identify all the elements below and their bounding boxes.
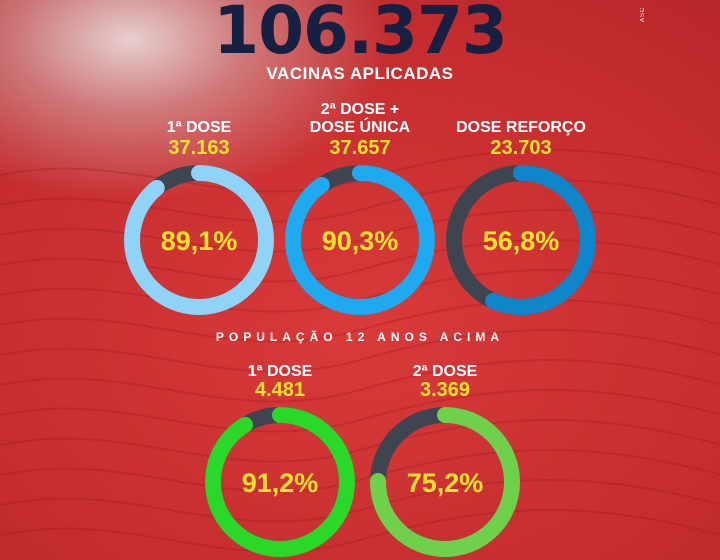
chart-2-label-line-2: DOSE ÚNICA: [309, 119, 411, 136]
chart-1-value: 37.163: [168, 137, 230, 159]
chart-3-value: 23.703: [490, 137, 552, 159]
donut-3-percent: 56,8%: [483, 226, 560, 256]
chart-5-label: 2ª DOSE: [412, 363, 478, 380]
chart-2-label-line-1: 2ª DOSE +: [320, 101, 400, 118]
donut-5-percent: 75,2%: [407, 468, 484, 498]
total-vaccines-number: 106.373: [213, 0, 508, 69]
donut-3-arc: [446, 165, 596, 315]
chart-3-label: DOSE REFORÇO: [456, 119, 586, 136]
donut-5-arc: [370, 407, 520, 557]
donut-2-arc: [285, 165, 435, 315]
chart-4-label: 1ª DOSE: [247, 363, 313, 380]
total-vaccines-label: VACINAS APLICADAS: [266, 64, 454, 83]
section-title-12-plus: POPULAÇÃO 12 ANOS ACIMA: [215, 330, 505, 344]
chart-5-value: 3.369: [419, 379, 471, 401]
chart-4-value: 4.481: [254, 379, 306, 401]
donut-4-arc: [205, 407, 355, 557]
donut-1-arc: [124, 165, 274, 315]
chart-2-label: 2ª DOSE + DOSE ÚNICA: [260, 101, 460, 137]
donut-4-percent: 91,2%: [242, 468, 319, 498]
donut-2-percent: 90,3%: [322, 226, 399, 256]
donut-1-percent: 89,1%: [161, 226, 238, 256]
chart-1-label: 1ª DOSE: [166, 119, 232, 136]
chart-2-value: 37.657: [329, 137, 391, 159]
